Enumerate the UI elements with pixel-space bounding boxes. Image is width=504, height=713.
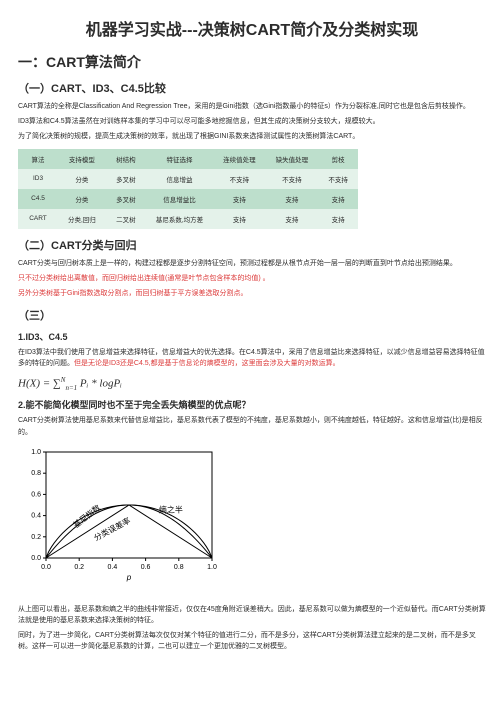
svg-text:0.6: 0.6	[31, 491, 41, 498]
table-row: CART分类,回归二叉树基尼系数,均方差支持支持支持	[18, 209, 358, 229]
main-title: 机器学习实战---决策树CART简介及分类树实现	[18, 16, 486, 40]
gini-entropy-chart: 0.0 0.2 0.4 0.6 0.8 1.0 0.0 0.2 0.4 0.6 0.8 1.0 p 熵之半…	[18, 446, 486, 596]
formula-tail: Pᵢ * logPᵢ	[77, 377, 122, 389]
table-cell: 多叉树	[106, 169, 146, 189]
svg-text:0.2: 0.2	[74, 564, 84, 571]
table-cell: 算法	[18, 149, 58, 169]
svg-text:0.0: 0.0	[41, 564, 51, 571]
subsection-1-1: （一）CART、ID3、C4.5比较	[18, 80, 486, 96]
table-cell: 特征选择	[146, 149, 213, 169]
table-cell: 支持	[318, 209, 358, 229]
entropy-formula: H(X) = ∑Nn=1 Pᵢ * logPᵢ	[18, 376, 486, 392]
table-cell: 二叉树	[106, 209, 146, 229]
svg-text:0.4: 0.4	[108, 564, 118, 571]
table-cell: 分类	[58, 189, 106, 209]
svg-text:1.0: 1.0	[207, 564, 217, 571]
para-info-gain-b: 但是无论是ID3还是C4.5,都是基于信息论的熵模型的，这里面会涉及大量的对数运…	[74, 360, 340, 367]
table-cell: 不支持	[213, 169, 266, 189]
svg-text:1.0: 1.0	[31, 449, 41, 456]
table-cell: 不支持	[318, 169, 358, 189]
table-cell: 支持模型	[58, 149, 106, 169]
table-cell: 支持	[213, 209, 266, 229]
para-gini-replace: CART分类树算法使用基尼系数来代替信息增益比，基尼系数代表了模型的不纯度，基尼…	[18, 415, 486, 437]
table-cell: 支持	[266, 189, 319, 209]
comparison-table: 算法支持模型树结构特征选择连续值处理缺失值处理剪枝ID3分类多叉树信息增益不支持…	[18, 149, 358, 229]
table-cell: 信息增益	[146, 169, 213, 189]
subsection-1-3: （三）	[18, 307, 486, 323]
table-cell: 分类,回归	[58, 209, 106, 229]
para-curve-close: 从上图可以看出，基尼系数和熵之半的曲线非常接近，仅仅在45度角附近误差稍大。因此…	[18, 604, 486, 626]
svg-text:0.4: 0.4	[31, 512, 41, 519]
table-cell: 信息增益比	[146, 189, 213, 209]
section-1: 一：CART算法简介	[18, 52, 486, 72]
para-binary-split: 同时，为了进一步简化，CART分类树算法每次仅仅对某个特征的值进行二分，而不是多…	[18, 630, 486, 652]
svg-text:p: p	[126, 573, 132, 582]
table-cell: C4.5	[18, 189, 58, 209]
svg-text:0.8: 0.8	[174, 564, 184, 571]
para-gini-mse: 另外分类树基于Gini指数选取分割点，而回归树基于平方误差选取分割点。	[18, 288, 486, 299]
table-row: 算法支持模型树结构特征选择连续值处理缺失值处理剪枝	[18, 149, 358, 169]
table-cell: 基尼系数,均方差	[146, 209, 213, 229]
table-cell: 分类	[58, 169, 106, 189]
para-same-essence: CART分类与回归树本质上是一样的，构建过程都是逐步分割特征空间，预测过程都是从…	[18, 258, 486, 269]
table-cell: 树结构	[106, 149, 146, 169]
table-cell: ID3	[18, 169, 58, 189]
table-cell: CART	[18, 209, 58, 229]
svg-text:0.0: 0.0	[31, 555, 41, 562]
para-simplify: 为了简化决策树的规模，提高生成决策树的效率，就出现了根据GINI系数来选择测试属…	[18, 131, 486, 142]
table-cell: 剪枝	[318, 149, 358, 169]
table-cell: 支持	[318, 189, 358, 209]
table-cell: 不支持	[266, 169, 319, 189]
topic-id3-c45: 1.ID3、C4.5	[18, 330, 486, 343]
para-info-gain: 在ID3算法中我们使用了信息增益来选择特征，信息增益大的优先选择。在C4.5算法…	[18, 347, 486, 369]
formula-lower: n=1	[65, 383, 77, 391]
para-cart-fullname: CART算法的全称是Classification And Regression …	[18, 101, 486, 112]
table-row: ID3分类多叉树信息增益不支持不支持不支持	[18, 169, 358, 189]
svg-text:熵之半: 熵之半	[159, 504, 183, 514]
table-cell: 支持	[213, 189, 266, 209]
svg-text:0.6: 0.6	[141, 564, 151, 571]
topic-simplify-entropy: 2.能不能简化模型同时也不至于完全丢失熵模型的优点呢？	[18, 398, 486, 411]
table-cell: 支持	[266, 209, 319, 229]
table-cell: 连续值处理	[213, 149, 266, 169]
table-cell: 缺失值处理	[266, 149, 319, 169]
para-id3-c45: ID3算法和C4.5算法虽然在对训练样本集的学习中可以尽可能多地挖掘信息，但其生…	[18, 116, 486, 127]
subsection-1-2: （二）CART分类与回归	[18, 237, 486, 253]
table-cell: 多叉树	[106, 189, 146, 209]
svg-text:0.8: 0.8	[31, 470, 41, 477]
para-discrete-continuous: 只不过分类树给出离散值，而回归树给出连续值(通常是叶节点包含样本的均值) 。	[18, 273, 486, 284]
table-row: C4.5分类多叉树信息增益比支持支持支持	[18, 189, 358, 209]
svg-text:0.2: 0.2	[31, 534, 41, 541]
formula-lhs: H(X) = ∑	[18, 377, 61, 389]
